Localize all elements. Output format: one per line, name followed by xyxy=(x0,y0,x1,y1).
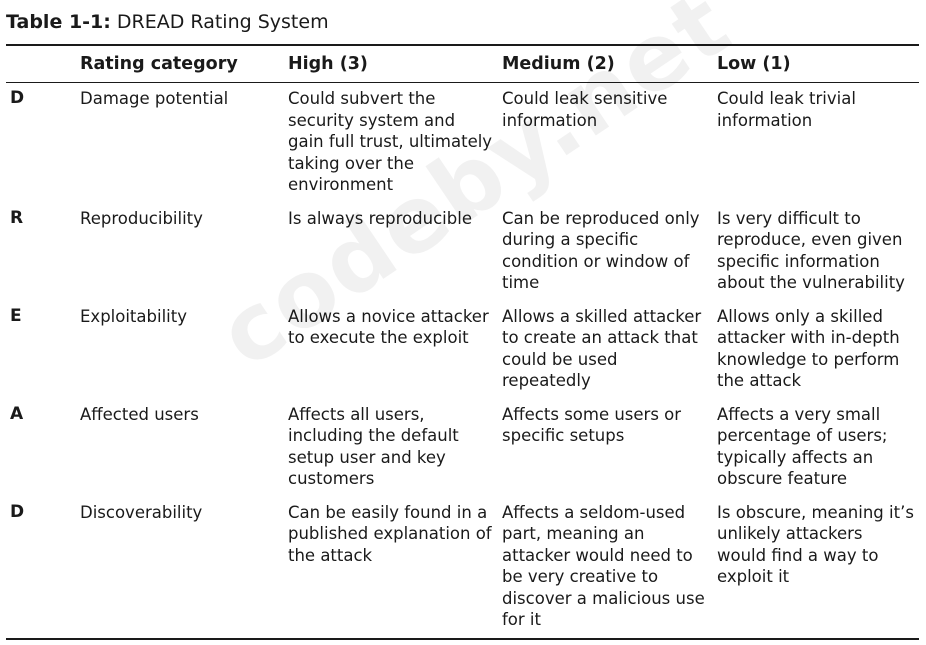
row-letter: A xyxy=(10,403,24,424)
row-high: Affects all users, including the default… xyxy=(288,404,459,489)
row-category: Damage potential xyxy=(80,89,229,108)
caption-title: DREAD Rating System xyxy=(116,11,329,33)
row-low: Could leak trivial information xyxy=(717,89,856,130)
row-high: Could subvert the security system and ga… xyxy=(288,89,493,194)
caption-label: Table 1-1: xyxy=(6,11,111,33)
row-low: Is obscure, meaning it’s unlikely attack… xyxy=(717,502,914,587)
row-letter: E xyxy=(10,305,22,326)
table-caption: Table 1-1: DREAD Rating System xyxy=(6,9,329,35)
row-low: Is very difficult to reproduce, even giv… xyxy=(717,208,905,293)
row-category: Affected users xyxy=(80,404,199,424)
table-row: D Damage potential Could subvert the sec… xyxy=(6,83,919,203)
row-letter: D xyxy=(10,88,25,108)
row-low: Allows only a skilled attacker with in-d… xyxy=(717,306,900,391)
row-high: Allows a novice attacker to execute the … xyxy=(288,306,489,348)
row-medium: Affects some users or specific setups xyxy=(502,404,682,446)
dread-table-container: Rating category High (3) Medium (2) Low … xyxy=(6,44,919,640)
row-high: Is always reproducible xyxy=(288,208,472,228)
header-rating-category: Rating category xyxy=(80,54,238,74)
header-high: High (3) xyxy=(288,54,368,74)
row-medium: Could leak sensitive information xyxy=(502,89,668,130)
row-medium: Can be reproduced only during a specific… xyxy=(502,208,700,293)
table-row: R Reproducibility Is always reproducible… xyxy=(6,203,919,301)
row-category: Discoverability xyxy=(80,502,203,522)
table-row: D Discoverability Can be easily found in… xyxy=(6,497,919,639)
row-medium: Affects a seldom-used part, meaning an a… xyxy=(502,502,705,630)
table-header-row: Rating category High (3) Medium (2) Low … xyxy=(6,45,919,83)
table-row: E Exploitability Allows a novice attacke… xyxy=(6,301,919,399)
row-low: Affects a very small percentage of users… xyxy=(717,404,888,489)
row-category: Reproducibility xyxy=(80,208,203,228)
row-letter: R xyxy=(10,207,24,228)
row-letter: D xyxy=(10,501,25,522)
header-low: Low (1) xyxy=(717,54,791,74)
table-row: A Affected users Affects all users, incl… xyxy=(6,399,919,497)
header-letter xyxy=(6,45,76,83)
row-medium: Allows a skilled attacker to create an a… xyxy=(502,306,702,391)
header-medium: Medium (2) xyxy=(502,54,615,74)
row-category: Exploitability xyxy=(80,306,187,326)
dread-rating-table: Rating category High (3) Medium (2) Low … xyxy=(6,44,919,640)
row-high: Can be easily found in a published expla… xyxy=(288,502,492,565)
